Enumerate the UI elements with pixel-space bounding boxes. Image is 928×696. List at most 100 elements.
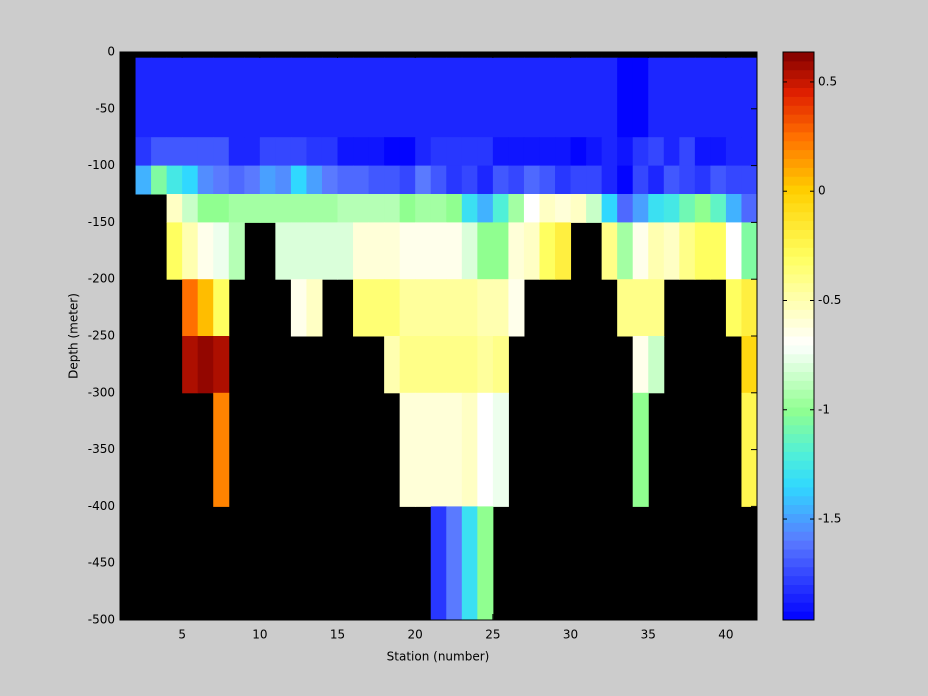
cell (461, 279, 478, 337)
cell (384, 336, 401, 394)
cell (337, 165, 354, 195)
cell (384, 165, 401, 195)
cell (477, 194, 494, 223)
cell (632, 392, 649, 507)
cell (353, 57, 370, 138)
colorbar-step (783, 265, 814, 275)
cell (632, 57, 649, 138)
cell (570, 165, 587, 195)
cell (337, 194, 354, 223)
cell (461, 194, 478, 223)
cell (368, 279, 385, 337)
cell (306, 194, 323, 223)
cell (508, 137, 525, 167)
cell (477, 165, 494, 195)
cell (725, 222, 742, 280)
cell (586, 194, 603, 223)
cell (337, 137, 354, 167)
cell (197, 336, 214, 394)
cell (353, 279, 370, 337)
colorbar-step (783, 433, 814, 443)
cell (446, 392, 463, 507)
cell (492, 194, 509, 223)
cell (570, 194, 587, 223)
cell (446, 57, 463, 138)
cell (663, 194, 680, 223)
x-tick-label: 30 (563, 628, 578, 642)
y-tick-label: -400 (88, 499, 115, 513)
colorbar-step (783, 415, 814, 426)
x-axis-label: Station (number) (387, 650, 490, 664)
cell (492, 279, 509, 337)
cell (213, 392, 230, 507)
cell (384, 57, 401, 138)
cell (648, 165, 665, 195)
colorbar-step (783, 540, 814, 550)
cell (213, 279, 230, 337)
colorbar-step (783, 96, 814, 106)
cell (461, 506, 478, 621)
cell (290, 165, 307, 195)
x-tick-label: 40 (718, 628, 733, 642)
cell (477, 506, 494, 621)
colorbar-step (783, 185, 814, 195)
cell (492, 222, 509, 280)
cell (710, 194, 727, 223)
cell (275, 194, 292, 223)
cell (197, 165, 214, 195)
colorbar-step (783, 336, 814, 346)
cell (368, 57, 385, 138)
cell (539, 222, 556, 280)
cell (461, 57, 478, 138)
cell (228, 194, 245, 223)
y-axis-label: Depth (meter) (67, 293, 81, 379)
colorbar-step (783, 52, 814, 62)
cell (415, 57, 432, 138)
cell (166, 222, 183, 280)
colorbar-step (783, 566, 814, 577)
cell (321, 165, 339, 195)
cell (555, 165, 572, 195)
cell (430, 194, 447, 223)
colorbar-step (783, 451, 814, 461)
cell (523, 222, 540, 280)
colorbar-tick-label: 0.5 (818, 74, 837, 88)
cell (430, 336, 447, 394)
cell (710, 165, 727, 195)
cell (694, 194, 711, 223)
y-tick-label: -500 (88, 613, 115, 627)
colorbar-tick-label: -1.5 (818, 512, 841, 526)
cell (648, 222, 665, 280)
x-tick-label: 10 (252, 628, 267, 642)
cell (430, 392, 447, 507)
cell (477, 57, 494, 138)
cell (213, 222, 230, 280)
cell (415, 165, 432, 195)
cell (741, 392, 758, 507)
cell (275, 165, 292, 195)
cell (648, 194, 665, 223)
colorbar-step (783, 353, 814, 364)
cell (337, 222, 354, 280)
cell (492, 137, 509, 167)
cell (632, 336, 649, 394)
colorbar-step (783, 220, 814, 230)
cell (477, 279, 494, 337)
cell (679, 137, 696, 167)
cell (151, 137, 168, 167)
cell (244, 194, 261, 223)
cell (321, 222, 339, 280)
colorbar-step (783, 407, 814, 417)
cell (508, 57, 525, 138)
cell (632, 222, 649, 280)
cell (570, 57, 587, 138)
colorbar-step (783, 398, 814, 408)
cell (415, 137, 432, 167)
cell (663, 222, 680, 280)
cell (446, 279, 463, 337)
cell (275, 222, 292, 280)
cell (632, 279, 649, 337)
cell (213, 194, 230, 223)
cell (523, 194, 540, 223)
cell (399, 336, 416, 394)
